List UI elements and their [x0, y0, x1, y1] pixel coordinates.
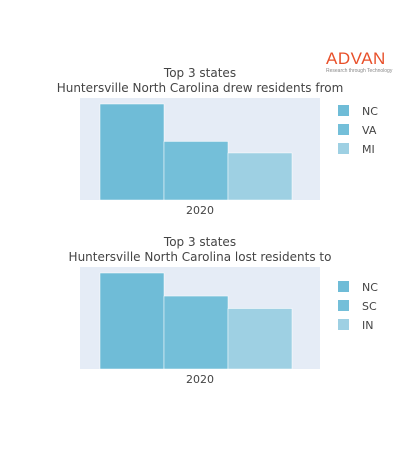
chart-1-legend-swatch-mi [338, 143, 349, 154]
chart-2-legend-swatch-in [338, 319, 349, 330]
chart-2-legend-label-in: IN [362, 319, 373, 332]
chart-2-legend-swatch-nc [338, 281, 349, 292]
chart-2-bar-nc [99, 272, 165, 370]
chart-1-bar-va [163, 141, 229, 201]
chart-1-legend-swatch-nc [338, 105, 349, 116]
chart-2-bar-in [227, 308, 293, 370]
logo-tagline: Research through Technology [326, 68, 393, 74]
chart-1-legend-label-va: VA [362, 124, 377, 137]
chart-1-legend-label-nc: NC [362, 105, 378, 118]
chart-2-title-line1: Top 3 states [163, 235, 237, 249]
logo-wordmark: ADVAN [326, 49, 386, 68]
chart-1-legend-label-mi: MI [362, 143, 375, 156]
chart-1-title-line2: Huntersville North Carolina drew residen… [56, 81, 344, 95]
chart-2-legend-label-sc: SC [362, 300, 377, 313]
chart-1-title: Top 3 states Huntersville North Carolina… [0, 66, 400, 96]
chart-2-legend-label-nc: NC [362, 281, 378, 294]
chart-1-title-line1: Top 3 states [163, 66, 237, 80]
chart-2-legend-swatch-sc [338, 300, 349, 311]
chart-1-bar-nc [99, 103, 165, 201]
chart-1-legend-swatch-va [338, 124, 349, 135]
advan-logo: ADVAN Research through Technology [326, 50, 396, 74]
chart-1-bar-mi [227, 152, 293, 201]
chart-2-title: Top 3 states Huntersville North Carolina… [0, 235, 400, 265]
chart-2-bar-sc [163, 295, 229, 370]
chart-2-x-tick-label: 2020 [186, 373, 214, 386]
chart-1-x-tick-label: 2020 [186, 204, 214, 217]
chart-2-title-line2: Huntersville North Carolina lost residen… [68, 250, 332, 264]
